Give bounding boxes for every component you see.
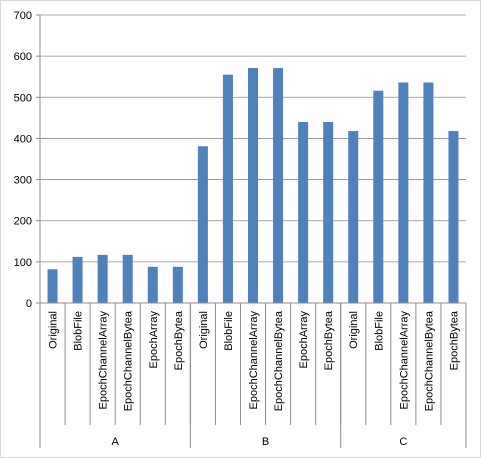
x-category-label: EpochChannelBytea <box>273 310 285 411</box>
y-tick-label: 600 <box>14 51 32 63</box>
y-tick-label: 200 <box>14 216 32 228</box>
bar <box>122 254 133 303</box>
y-tick-label: 0 <box>26 298 32 310</box>
x-group-label: C <box>399 436 407 448</box>
y-tick-label: 100 <box>14 257 32 269</box>
x-category-label: EpochChannelBytea <box>123 310 135 411</box>
bars <box>47 68 459 304</box>
bar <box>423 82 434 303</box>
bar <box>298 121 309 303</box>
bar <box>398 82 409 303</box>
x-category-label: Original <box>48 311 60 349</box>
y-tick-label: 300 <box>14 175 32 187</box>
y-tick-label: 400 <box>14 133 32 145</box>
bar <box>273 68 284 304</box>
bar <box>197 146 208 303</box>
bar <box>147 266 158 303</box>
x-group-label: A <box>112 436 120 448</box>
x-category-label: EpochArray <box>148 311 160 369</box>
x-category-label: EpochChannelBytea <box>423 310 435 411</box>
x-group-label: B <box>262 436 269 448</box>
bar <box>97 254 108 303</box>
x-category-label: EpochBytea <box>448 310 460 370</box>
x-category-label: Original <box>198 311 210 349</box>
x-category-label: EpochChannelArray <box>98 311 110 410</box>
bar <box>247 68 259 304</box>
y-tick-label: 500 <box>14 92 32 104</box>
bar <box>172 266 183 303</box>
x-category-label: Original <box>348 311 360 349</box>
x-category-label: BlobFile <box>73 311 85 351</box>
x-category-label: EpochBytea <box>323 310 335 370</box>
x-category-label: BlobFile <box>373 311 385 351</box>
x-category-label: BlobFile <box>223 311 235 351</box>
axes <box>36 14 467 448</box>
bar <box>47 269 58 303</box>
bar <box>348 131 359 303</box>
x-category-label: EpochChannelArray <box>248 311 260 410</box>
y-tick-label: 700 <box>14 10 32 22</box>
x-category-label: EpochChannelArray <box>398 311 410 410</box>
bar <box>222 74 233 304</box>
x-category-label: EpochBytea <box>173 310 185 370</box>
bar <box>323 121 334 303</box>
labels: 0 100 200 300 400 500 600 700 Original BlobFile Ep… <box>14 10 461 448</box>
x-category-label: EpochArray <box>298 311 310 369</box>
bar <box>72 256 83 303</box>
bar <box>373 90 384 304</box>
bar <box>448 131 459 303</box>
